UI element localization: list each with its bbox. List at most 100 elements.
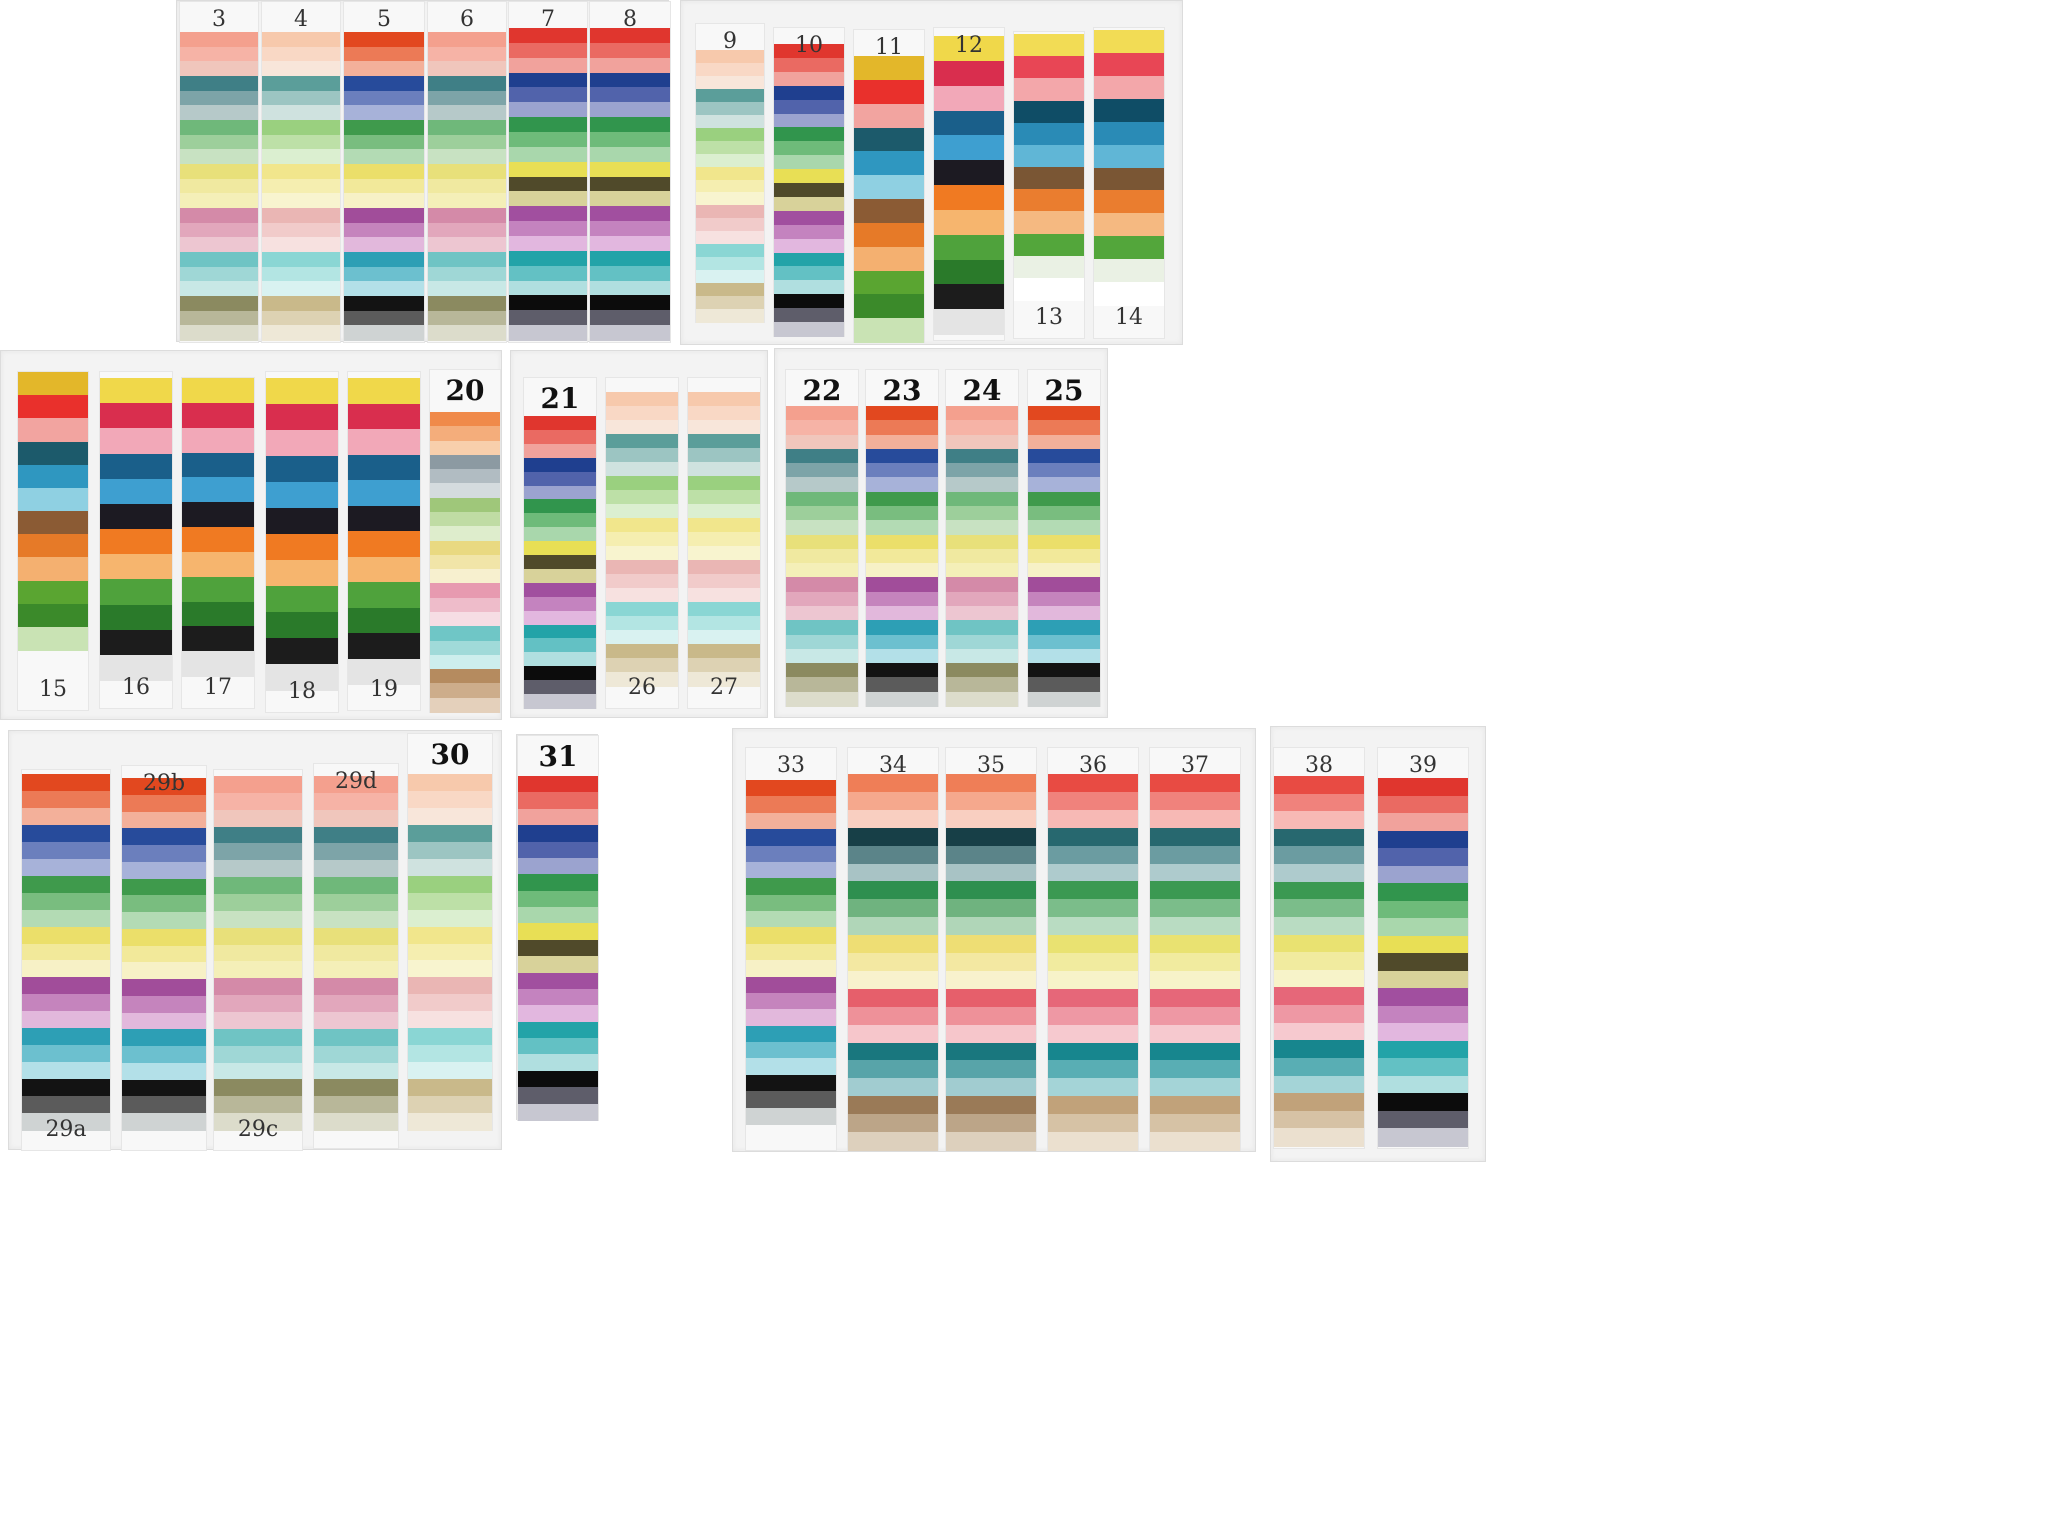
color-band [946,1024,1036,1044]
color-band [214,995,302,1013]
color-band [1378,883,1468,902]
color-band [314,1028,398,1047]
strip-number-label: 9 [723,29,737,54]
color-band [509,161,587,178]
color-band [408,774,492,792]
color-band [348,454,420,481]
color-band [786,563,858,578]
color-band [866,577,938,593]
color-band [314,1012,398,1030]
color-band [1048,809,1138,829]
color-band [180,120,258,136]
color-band [1378,900,1468,919]
color-band [262,61,340,77]
color-band [266,508,338,535]
color-band [590,57,670,74]
swatch-strip: 35 [946,748,1036,1151]
color-band [854,79,924,105]
color-band [262,222,340,238]
swatch-strip: 17 [182,378,254,708]
color-band [946,935,1036,954]
color-band [1048,988,1138,1008]
color-band [430,426,500,442]
color-band [430,640,500,656]
color-band [180,149,258,165]
color-band [606,476,678,491]
color-band [774,113,844,129]
swatch-strip: 27 [688,378,760,708]
color-band [344,252,424,268]
color-band [1094,121,1164,146]
color-band [854,151,924,176]
color-band [1274,1040,1364,1059]
color-band [182,402,254,429]
color-band [746,992,836,1010]
color-band [590,87,670,103]
color-band [1378,988,1468,1007]
color-band [786,606,858,621]
color-band [848,988,938,1008]
color-band [854,199,924,224]
color-band [866,477,938,493]
color-band [518,923,598,941]
color-band [848,970,938,990]
color-band [344,120,424,136]
color-band [688,406,760,421]
color-band [180,164,258,180]
color-band [314,1096,398,1114]
color-band [866,548,938,564]
color-band [314,1062,398,1081]
color-band [428,266,506,282]
color-band [430,626,500,642]
color-band [348,658,420,685]
color-band [1150,809,1240,829]
color-band [214,1045,302,1064]
color-band [696,140,764,155]
color-band [746,812,836,830]
color-band [1028,663,1100,678]
color-band [180,310,258,326]
color-band [946,970,1036,990]
color-band [266,560,338,587]
color-band [408,1028,492,1046]
swatch-strip: 12 [934,28,1004,340]
color-band [182,527,254,553]
color-band [509,102,587,118]
swatch-strip: 36 [1048,748,1138,1151]
color-band [518,939,598,957]
color-band [344,46,424,62]
color-band [408,994,492,1012]
color-band [746,960,836,978]
color-band [590,310,670,326]
color-band [934,259,1004,285]
color-band [866,406,938,421]
color-band [430,697,500,713]
color-band [866,677,938,693]
color-band [696,296,764,310]
color-band [344,105,424,121]
color-band [1274,899,1364,918]
swatch-strip: 38 [1274,748,1364,1148]
color-band [428,325,506,341]
color-band [934,85,1004,112]
color-band [696,244,764,258]
color-band [934,185,1004,211]
color-band [774,141,844,156]
strip-number-label: 19 [370,677,398,702]
color-band [688,448,760,463]
color-band [590,280,670,297]
color-band [590,325,670,341]
color-band [1048,1006,1138,1026]
color-band [428,178,506,194]
color-band [786,577,858,593]
color-band [1150,774,1240,793]
color-band [122,861,206,880]
color-band [1048,953,1138,972]
color-band [1048,935,1138,954]
color-band [1014,233,1084,257]
color-band [182,651,254,677]
color-band [1014,122,1084,146]
color-band [1028,634,1100,650]
color-band [786,663,858,678]
color-band [606,420,678,435]
